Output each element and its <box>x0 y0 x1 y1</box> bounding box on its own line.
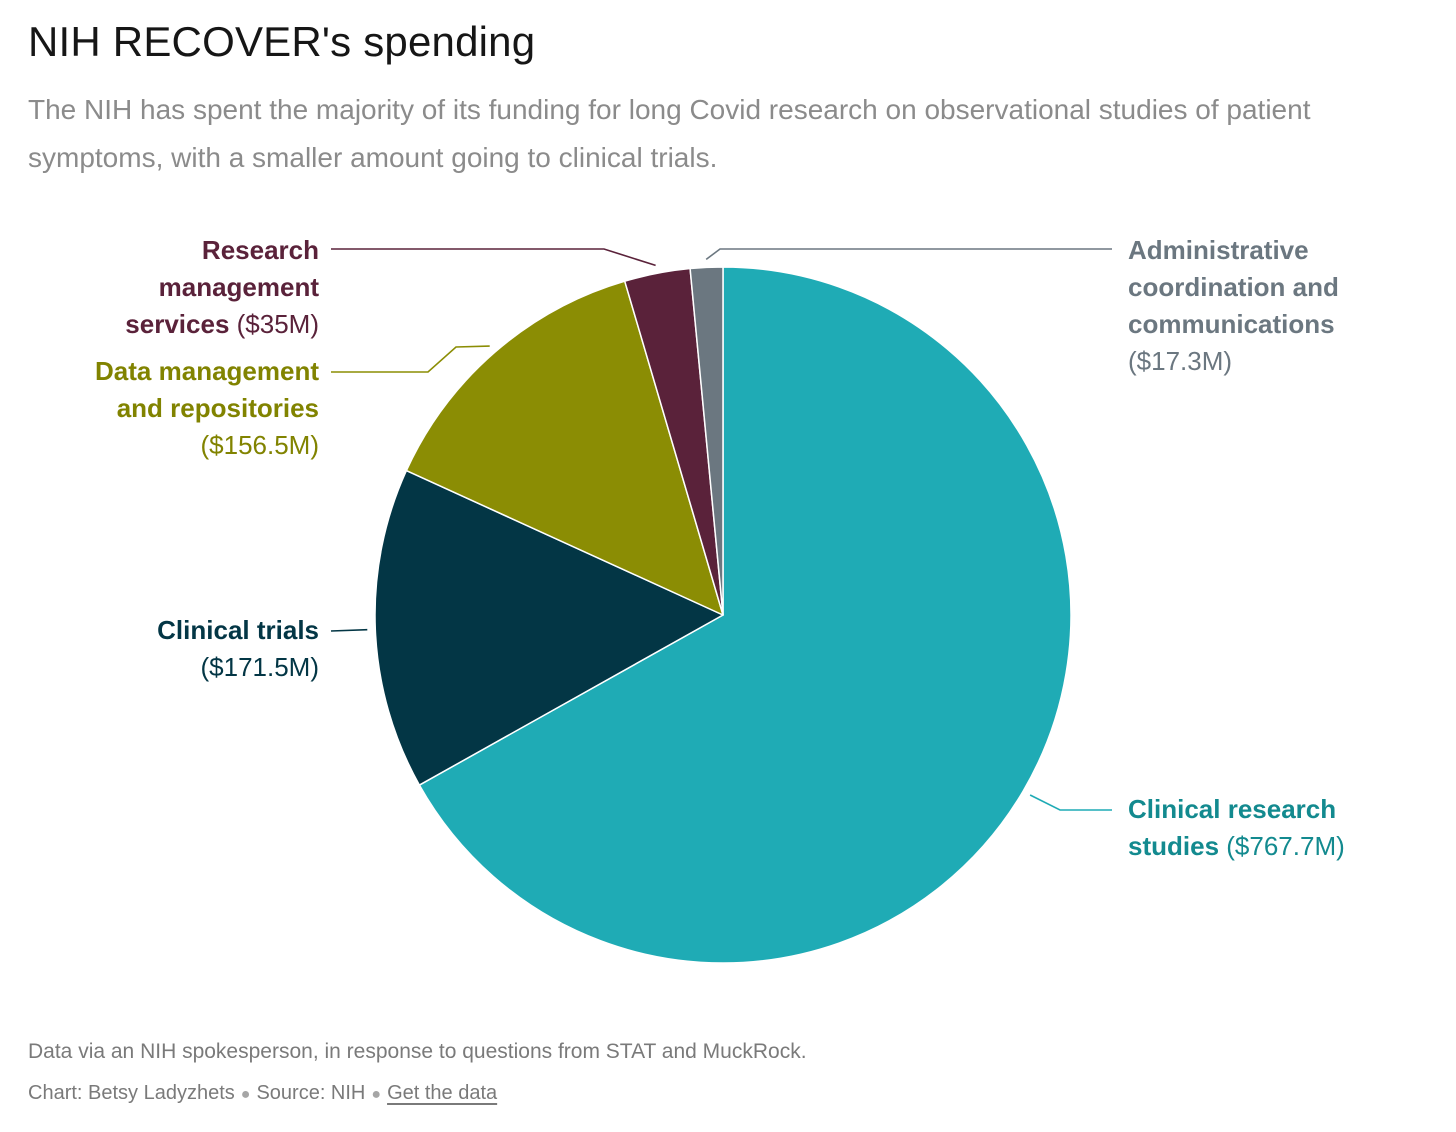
credit-chart: Chart: Betsy Ladyzhets <box>28 1082 235 1104</box>
label-name: Clinical trials <box>157 615 319 645</box>
leader-line-clinical-trials <box>330 628 368 632</box>
label-clinical-trials: Clinical trials ($171.5M) <box>157 612 319 686</box>
footer-credits: Chart: Betsy Ladyzhets ● Source: NIH ● Get t… <box>28 1082 497 1105</box>
leader-line-research-management-services <box>331 248 656 267</box>
footer-note: Data via an NIH spokesperson, in respons… <box>28 1040 807 1063</box>
label-data-management: Data management and repositories ($156.5M… <box>95 353 319 464</box>
credit-source: Source: NIH <box>256 1082 366 1104</box>
label-name: Administrative coordination and communicat… <box>1128 235 1339 339</box>
chart-title: NIH RECOVER's spending <box>28 18 536 65</box>
chart-subtitle: The NIH has spent the majority of its fu… <box>28 94 1311 173</box>
label-value: ($171.5M) <box>200 652 320 682</box>
leader-line-data-management-and-repositories <box>331 345 490 373</box>
label-value: ($156.5M) <box>200 430 320 460</box>
pie-slice-clinical-trials <box>374 469 724 786</box>
label-research-management: Research management services ($35M) <box>125 232 319 343</box>
label-clinical-research-studies: Clinical research studies ($767.7M) <box>1128 791 1345 865</box>
pie-slice-administrative-coordination-and-communications <box>689 266 724 616</box>
label-name: Research management services <box>125 235 319 339</box>
separator-dot: ● <box>371 1086 382 1103</box>
label-value: ($17.3M) <box>1128 346 1233 376</box>
pie-slice-clinical-research-studies <box>418 266 1072 964</box>
get-the-data-link[interactable]: Get the data <box>387 1082 498 1104</box>
label-name: Clinical research studies <box>1128 794 1337 861</box>
pie-slice-data-management-and-repositories <box>405 280 724 616</box>
leader-line-clinical-research-studies <box>1029 794 1112 811</box>
label-value: ($35M) <box>236 309 319 339</box>
separator-dot: ● <box>240 1086 251 1103</box>
pie-slices <box>374 266 1072 964</box>
leader-lines <box>330 248 1112 811</box>
label-administrative-coordination: Administrative coordination and communicat… <box>1128 232 1339 380</box>
label-value: ($767.7M) <box>1226 831 1345 861</box>
leader-line-administrative-coordination-and-communications <box>705 248 1112 261</box>
label-name: Data management and repositories <box>95 356 319 423</box>
